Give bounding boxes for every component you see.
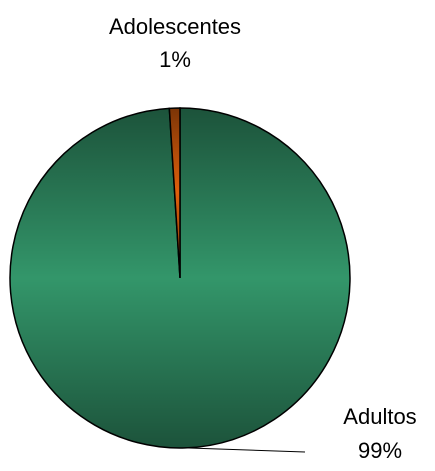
leader-line [185, 447, 306, 453]
slice-label: Adultos [343, 404, 416, 429]
slice-shading [168, 107, 181, 279]
slice-label: Adolescentes [109, 14, 241, 39]
slice-value-label: 99% [358, 438, 402, 463]
slice-value-label: 1% [159, 47, 191, 72]
